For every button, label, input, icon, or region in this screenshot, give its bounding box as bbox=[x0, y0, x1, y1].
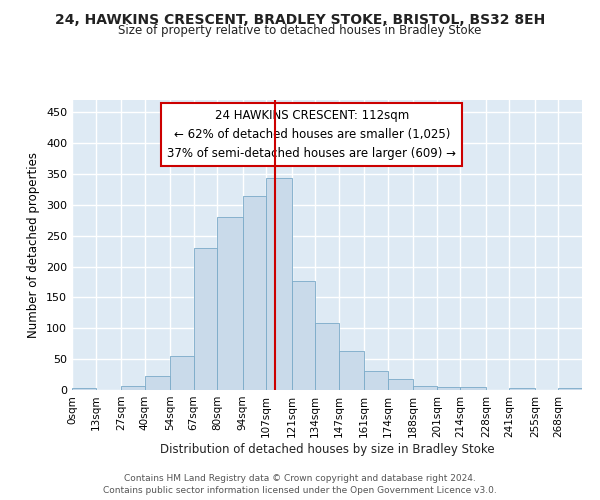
Bar bbox=[266, 178, 292, 390]
Text: Contains public sector information licensed under the Open Government Licence v3: Contains public sector information licen… bbox=[103, 486, 497, 495]
Bar bbox=[72, 388, 95, 390]
Bar bbox=[339, 351, 364, 390]
Bar bbox=[559, 388, 582, 390]
Bar bbox=[364, 371, 388, 390]
Y-axis label: Number of detached properties: Number of detached properties bbox=[28, 152, 40, 338]
Bar bbox=[145, 376, 170, 390]
Bar bbox=[170, 356, 194, 390]
Bar bbox=[413, 386, 437, 390]
Bar bbox=[292, 282, 315, 390]
Bar bbox=[437, 387, 460, 390]
Text: 24, HAWKINS CRESCENT, BRADLEY STOKE, BRISTOL, BS32 8EH: 24, HAWKINS CRESCENT, BRADLEY STOKE, BRI… bbox=[55, 12, 545, 26]
Bar bbox=[388, 379, 413, 390]
Text: 24 HAWKINS CRESCENT: 112sqm
← 62% of detached houses are smaller (1,025)
37% of : 24 HAWKINS CRESCENT: 112sqm ← 62% of det… bbox=[167, 108, 456, 160]
Bar bbox=[194, 248, 217, 390]
Text: Contains HM Land Registry data © Crown copyright and database right 2024.: Contains HM Land Registry data © Crown c… bbox=[124, 474, 476, 483]
Bar bbox=[460, 387, 486, 390]
Bar bbox=[121, 386, 145, 390]
Bar bbox=[217, 217, 242, 390]
Bar bbox=[315, 324, 339, 390]
Text: Size of property relative to detached houses in Bradley Stoke: Size of property relative to detached ho… bbox=[118, 24, 482, 37]
Bar bbox=[242, 196, 266, 390]
Text: Distribution of detached houses by size in Bradley Stoke: Distribution of detached houses by size … bbox=[160, 442, 494, 456]
Bar bbox=[509, 388, 535, 390]
